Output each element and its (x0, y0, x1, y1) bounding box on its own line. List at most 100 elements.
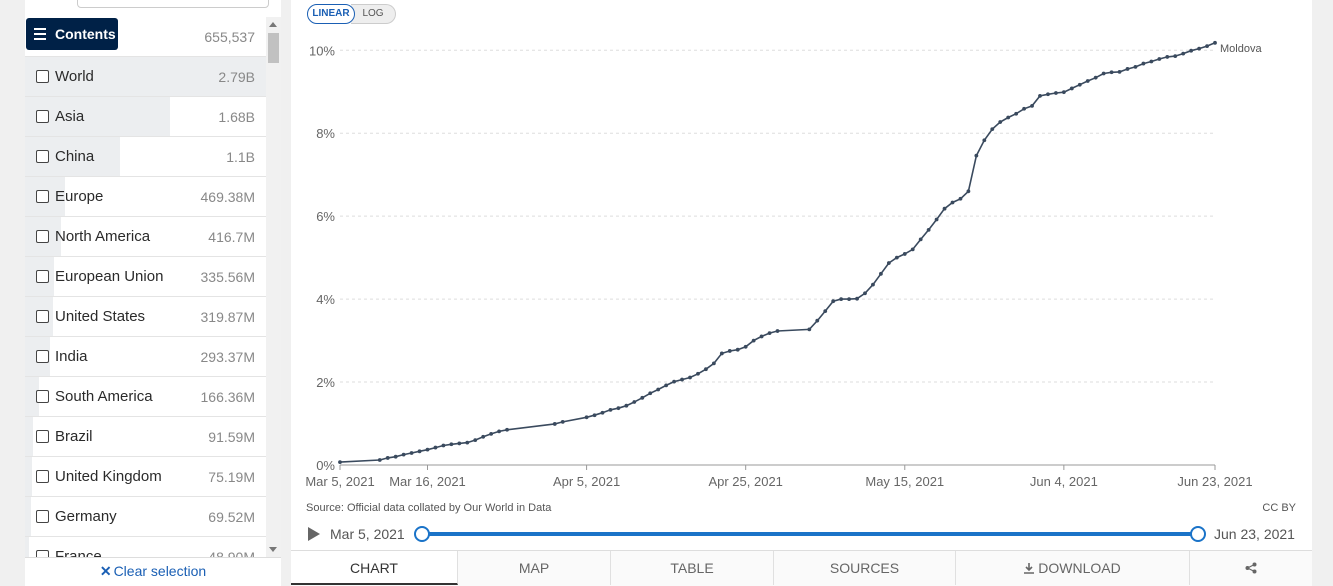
series-line-moldova (339, 42, 1216, 463)
timeline-end-handle[interactable] (1190, 526, 1206, 542)
checkbox-icon[interactable] (36, 390, 49, 403)
sidebar-scrollbar[interactable] (266, 17, 281, 557)
checkbox-icon[interactable] (36, 510, 49, 523)
checkbox-icon[interactable] (36, 430, 49, 443)
checkbox-icon[interactable] (36, 70, 49, 83)
tab-map[interactable]: MAP (458, 551, 611, 585)
share-button[interactable] (1190, 551, 1312, 585)
data-point (409, 451, 414, 455)
data-point (982, 138, 987, 143)
play-icon[interactable] (308, 527, 320, 541)
sidebar-item[interactable]: Brazil 91.59M (25, 417, 266, 457)
sidebar-item-value: 166.36M (200, 389, 255, 405)
scroll-down-icon[interactable] (269, 547, 277, 552)
data-point (1117, 69, 1122, 74)
sidebar-item[interactable]: North America 416.7M (25, 217, 266, 257)
checkbox-icon[interactable] (36, 470, 49, 483)
checkbox-icon[interactable] (36, 190, 49, 203)
sidebar-item-value: 1.1B (226, 149, 255, 165)
data-point (632, 400, 637, 404)
chart-panel: LINEAR LOG 0% 2% 4% 6% 8% 10% Mar 5, 2021 Mar 1… (291, 0, 1312, 586)
checkbox-icon[interactable] (36, 270, 49, 283)
data-point (1189, 48, 1194, 53)
sidebar-item-label: Brazil (55, 428, 93, 445)
tab-bar: CHART MAP TABLE SOURCES DOWNLOAD (291, 550, 1312, 586)
data-point (863, 291, 867, 296)
license-link[interactable]: CC BY (1262, 502, 1296, 514)
sidebar-item-label: China (55, 148, 95, 165)
data-point (1197, 46, 1201, 51)
data-point (886, 261, 891, 265)
data-point (457, 441, 462, 446)
data-point (1165, 55, 1170, 59)
sidebar-item-value: 69.52M (208, 509, 255, 525)
share-bar (25, 377, 40, 416)
sidebar-item[interactable]: Asia 1.68B (25, 97, 266, 137)
data-point (942, 206, 947, 211)
data-point (584, 415, 589, 420)
sidebar-item-label: France (55, 548, 102, 557)
share-bar (25, 537, 30, 557)
sidebar-item-label: North America (55, 228, 151, 245)
scroll-up-icon[interactable] (269, 22, 277, 27)
entity-sidebar: Contents 655,537 World 2.79B Asia 1.68B Chin… (25, 0, 281, 586)
data-point (1014, 111, 1019, 116)
data-point (879, 271, 883, 276)
checkbox-icon[interactable] (36, 550, 49, 557)
data-point (807, 327, 812, 332)
data-point (1181, 51, 1186, 56)
contents-button[interactable]: Contents (26, 18, 118, 50)
checkbox-icon[interactable] (36, 310, 49, 323)
sidebar-item[interactable]: China 1.1B (25, 137, 266, 177)
sidebar-item-value: 293.37M (200, 349, 255, 365)
contents-label: Contents (55, 26, 116, 42)
data-point (743, 344, 748, 349)
timeline-track[interactable] (421, 532, 1198, 536)
search-input[interactable] (77, 0, 269, 8)
sidebar-item-label: South America (55, 388, 153, 405)
data-point (990, 127, 995, 131)
data-point (998, 120, 1003, 124)
share-bar (25, 97, 171, 136)
x-tick-label: Mar 16, 2021 (389, 474, 466, 489)
x-tick-label: Apr 5, 2021 (553, 474, 620, 489)
checkbox-icon[interactable] (36, 150, 49, 163)
sidebar-item[interactable]: India 293.37M (25, 337, 266, 377)
data-point (1038, 94, 1042, 98)
data-point (831, 299, 836, 304)
clear-selection-button[interactable]: ✕ Clear selection (25, 557, 281, 586)
log-scale-button[interactable]: LOG (351, 4, 396, 24)
tab-download[interactable]: DOWNLOAD (956, 551, 1190, 585)
data-point (1125, 67, 1130, 71)
tab-table[interactable]: TABLE (611, 551, 774, 585)
sidebar-item[interactable]: World 2.79B (25, 57, 266, 97)
data-point (1157, 57, 1162, 61)
data-point (465, 440, 470, 445)
checkbox-icon[interactable] (36, 110, 49, 123)
data-point (950, 200, 955, 205)
entity-list: Contents 655,537 World 2.79B Asia 1.68B Chin… (25, 17, 266, 557)
sidebar-item[interactable]: Europe 469.38M (25, 177, 266, 217)
sidebar-item[interactable]: Germany 69.52M (25, 497, 266, 537)
tab-sources[interactable]: SOURCES (774, 551, 956, 585)
contents-value: 655,537 (204, 29, 255, 45)
checkbox-icon[interactable] (36, 350, 49, 363)
tab-chart[interactable]: CHART (291, 551, 458, 585)
sidebar-item[interactable]: France 48.90M (25, 537, 266, 557)
sidebar-item[interactable]: United States 319.87M (25, 297, 266, 337)
sidebar-item-value: 48.90M (208, 549, 255, 557)
data-point (1006, 115, 1011, 120)
sidebar-item[interactable]: European Union 335.56M (25, 257, 266, 297)
sidebar-item[interactable]: South America 166.36M (25, 377, 266, 417)
data-point (847, 297, 851, 302)
data-point (616, 406, 621, 411)
sidebar-item[interactable]: United Kingdom 75.19M (25, 457, 266, 497)
checkbox-icon[interactable] (36, 230, 49, 243)
timeline: Mar 5, 2021 Jun 23, 2021 (306, 524, 1301, 544)
linear-scale-button[interactable]: LINEAR (307, 4, 355, 24)
timeline-start-handle[interactable] (414, 526, 430, 542)
data-point (552, 422, 557, 426)
scroll-thumb[interactable] (268, 33, 279, 63)
sidebar-item-value: 75.19M (208, 469, 255, 485)
data-point (688, 375, 692, 380)
